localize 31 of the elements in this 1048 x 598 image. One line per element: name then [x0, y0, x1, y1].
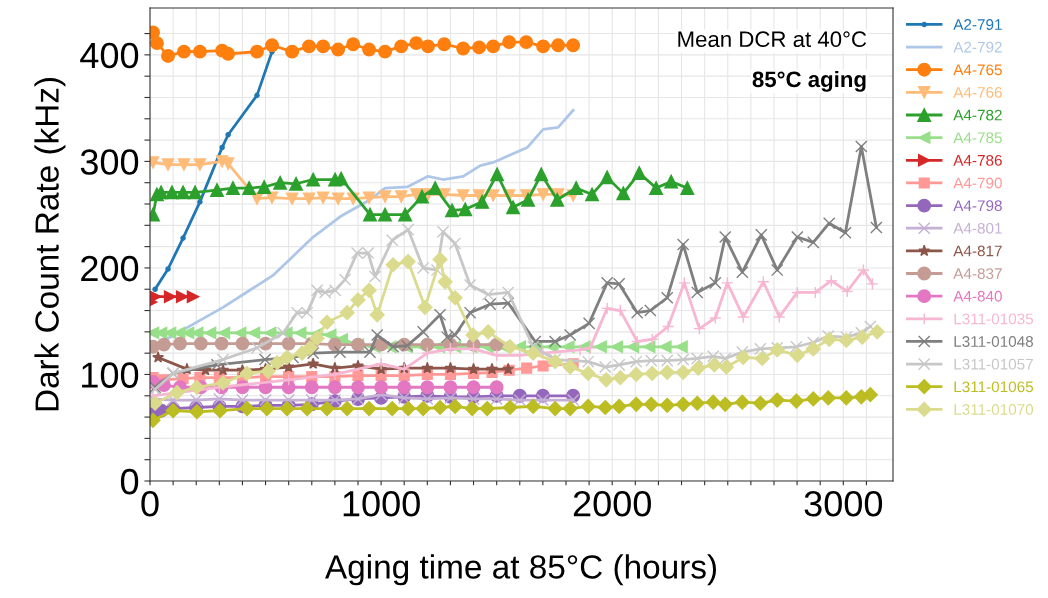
legend-label: A4-766 — [953, 87, 1002, 98]
legend-label: A4-801 — [953, 222, 1002, 234]
y-tick-label: 100 — [82, 362, 139, 388]
legend-label: L311-01065 — [954, 381, 1034, 393]
legend-label: A2-791 — [953, 19, 1002, 30]
legend-label: A4-840 — [953, 290, 1002, 302]
legend-label: A4-786 — [953, 154, 1002, 166]
legend-label: A4-765 — [953, 64, 1002, 76]
y-tick-label: 200 — [81, 255, 139, 282]
x-tick-label: 2000 — [573, 490, 651, 517]
y-axis-title: Dark Count Rate (kHz) — [34, 78, 66, 411]
x-tick-label: 3000 — [804, 490, 883, 517]
x-tick-label: 0 — [141, 490, 159, 517]
legend-label: L311-01057 — [954, 358, 1033, 370]
legend-label: A4-782 — [953, 109, 1002, 121]
legend-label: L311-01070 — [954, 404, 1034, 415]
annotation: 85°C aging — [752, 70, 866, 92]
x-tick-label: 1000 — [343, 490, 420, 517]
legend-label: L311-01035 — [954, 313, 1034, 325]
legend-label: A4-817 — [953, 245, 1002, 257]
y-tick-label: 400 — [80, 42, 139, 69]
y-tick-label: 300 — [80, 149, 139, 175]
y-tick-label: 0 — [120, 468, 139, 495]
legend-label: A2-792 — [953, 41, 1002, 53]
legend-label: A4-837 — [953, 268, 1002, 280]
annotation: Mean DCR at 40°C — [678, 31, 867, 48]
legend-label: L311-01048 — [954, 336, 1034, 347]
legend-label: A4-785 — [953, 132, 1002, 144]
legend-label: A4-790 — [953, 177, 1002, 189]
legend-label: A4-798 — [953, 200, 1002, 212]
x-axis-title: Aging time at 85°C (hours) — [325, 554, 717, 586]
